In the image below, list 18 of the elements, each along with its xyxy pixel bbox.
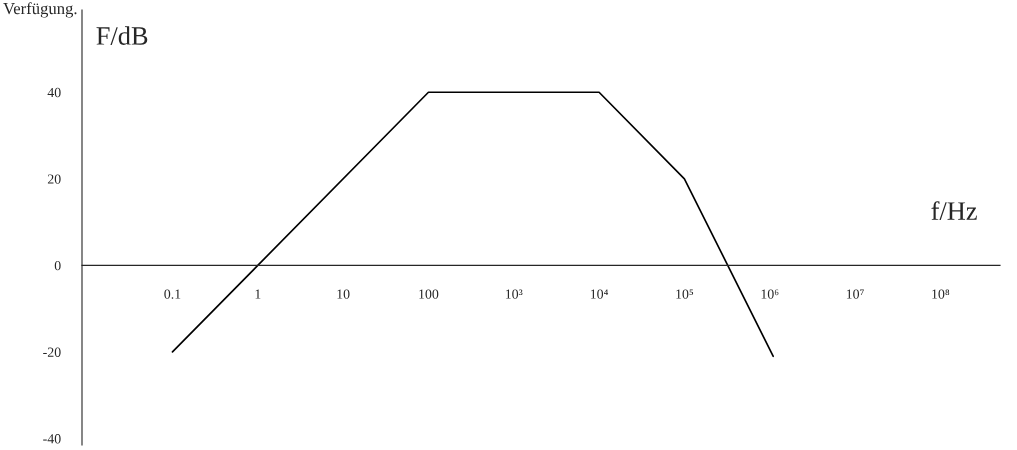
x-tick-label: 100 [419, 289, 439, 299]
x-tick-label: 10⁵ [676, 289, 694, 299]
y-tick-label: 20 [47, 174, 61, 184]
y-tick-label: 40 [47, 87, 61, 98]
y-tick-label: -40 [43, 434, 61, 444]
text: Verfügung. [3, 2, 77, 18]
x-axis-title: f/Hz [931, 201, 977, 220]
y-tick-label: -20 [43, 347, 61, 357]
x-tick-label: 0.1 [164, 289, 181, 299]
x-tick-label: 10⁷ [846, 289, 864, 299]
x-tick-label: 10 [337, 289, 350, 299]
y-tick-label: 0 [54, 260, 61, 271]
x-tick-label: 10³ [505, 289, 523, 299]
x-tick-label: 10⁶ [761, 289, 779, 299]
x-tick-label: 1 [255, 289, 261, 299]
x-tick-label: 10⁴ [590, 289, 609, 299]
y-axis-title: F/dB [96, 26, 148, 45]
x-tick-label: 10⁸ [932, 289, 950, 299]
